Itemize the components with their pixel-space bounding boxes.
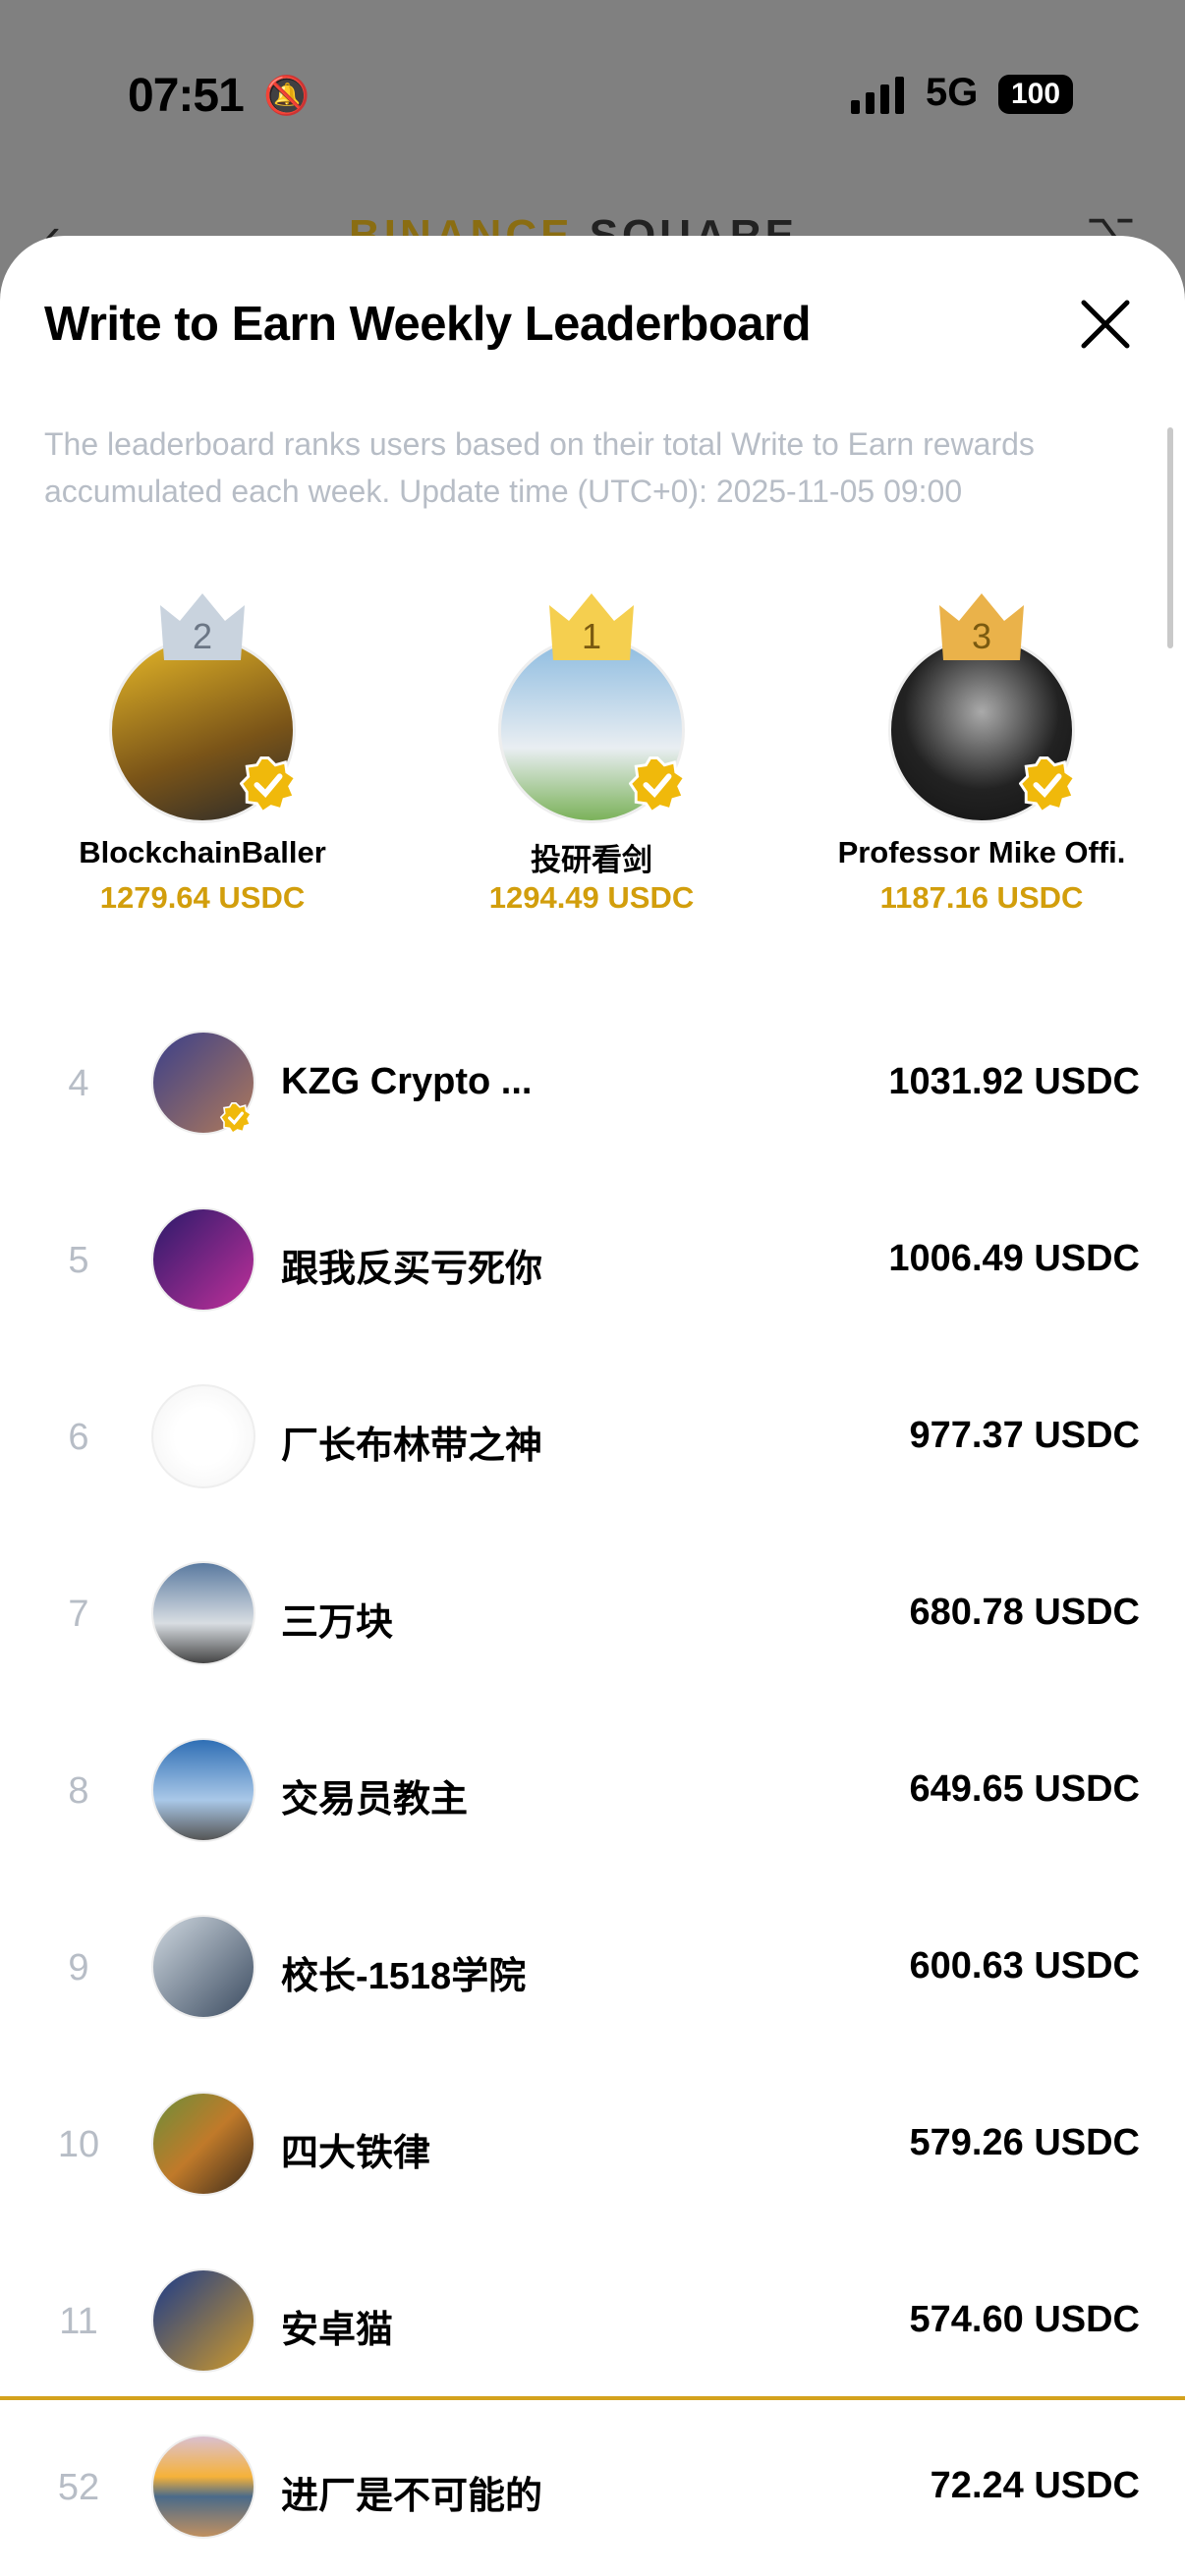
- rank: 8: [68, 1770, 89, 1812]
- podium-name: BlockchainBaller: [79, 835, 326, 869]
- podium-entry[interactable]: 2 BlockchainBaller 1279.64 USDC: [26, 550, 379, 943]
- crown-rank: 3: [972, 616, 991, 656]
- status-bar: 07:51 🔕 5G 100: [0, 0, 1185, 196]
- reward-amount: 649.65 USDC: [909, 1768, 1140, 1810]
- table-row[interactable]: 4 KZG Crypto ... 1031.92 USDC: [0, 994, 1185, 1171]
- close-icon[interactable]: [1076, 295, 1135, 354]
- verified-badge-icon: [240, 756, 297, 813]
- rank: 5: [68, 1240, 89, 1281]
- avatar[interactable]: [151, 1915, 255, 2019]
- podium-amount: 1187.16 USDC: [879, 880, 1084, 915]
- avatar[interactable]: [151, 2435, 255, 2539]
- reward-amount: 72.24 USDC: [930, 2465, 1140, 2506]
- avatar[interactable]: [151, 1561, 255, 1665]
- podium-amount: 1294.49 USDC: [488, 880, 695, 915]
- bell-slash-icon: 🔕: [263, 76, 310, 117]
- reward-amount: 977.37 USDC: [909, 1415, 1140, 1456]
- clock: 07:51: [128, 70, 245, 122]
- user-name[interactable]: 跟我反买亏死你: [281, 1249, 543, 1290]
- podium-name: Professor Mike Offi.: [837, 835, 1126, 869]
- battery-icon: 100: [998, 75, 1073, 114]
- table-row[interactable]: 10 四大铁律 579.26 USDC: [0, 2055, 1185, 2232]
- podium-entry[interactable]: 1 投研看剑 1294.49 USDC: [415, 550, 768, 943]
- table-row[interactable]: 8 交易员教主 649.65 USDC: [0, 1702, 1185, 1878]
- table-row[interactable]: 6 厂长布林带之神 977.37 USDC: [0, 1348, 1185, 1525]
- podium-entry[interactable]: 3 Professor Mike Offi. 1187.16 USDC: [805, 550, 1158, 943]
- crown-icon: 3: [939, 593, 1024, 660]
- reward-amount: 600.63 USDC: [909, 1945, 1140, 1987]
- user-name[interactable]: 厂长布林带之神: [281, 1426, 543, 1467]
- rank: 7: [68, 1594, 89, 1635]
- sheet-title: Write to Earn Weekly Leaderboard: [44, 298, 812, 351]
- crown-icon: 2: [160, 593, 245, 660]
- avatar[interactable]: [151, 1738, 255, 1842]
- rank: 52: [57, 2467, 100, 2508]
- user-name[interactable]: 四大铁律: [281, 2133, 431, 2174]
- verified-badge-icon: [629, 756, 686, 813]
- crown-icon: 1: [549, 593, 634, 660]
- table-row[interactable]: 9 校长-1518学院 600.63 USDC: [0, 1878, 1185, 2055]
- rank: 10: [57, 2124, 100, 2165]
- crown-rank: 2: [193, 616, 212, 656]
- reward-amount: 680.78 USDC: [909, 1592, 1140, 1633]
- network-type: 5G: [926, 71, 979, 114]
- user-name[interactable]: KZG Crypto ...: [281, 1061, 533, 1102]
- avatar[interactable]: [151, 1207, 255, 1312]
- table-row[interactable]: 5 跟我反买亏死你 1006.49 USDC: [0, 1171, 1185, 1348]
- avatar[interactable]: [151, 1384, 255, 1488]
- my-rank-row[interactable]: 52 进厂是不可能的 72.24 USDC: [0, 2398, 1185, 2575]
- rank: 6: [68, 1417, 89, 1458]
- user-name: 进厂是不可能的: [281, 2476, 543, 2517]
- podium-name: 投研看剑: [531, 843, 652, 877]
- table-row[interactable]: 7 三万块 680.78 USDC: [0, 1525, 1185, 1702]
- podium-amount: 1279.64 USDC: [99, 880, 306, 915]
- user-name[interactable]: 安卓猫: [281, 2310, 394, 2351]
- reward-amount: 1006.49 USDC: [888, 1238, 1140, 1279]
- scrollbar[interactable]: [1167, 427, 1173, 648]
- rank: 9: [68, 1947, 89, 1988]
- divider: [0, 2396, 1185, 2400]
- user-name[interactable]: 三万块: [281, 1602, 394, 1644]
- rank: 11: [59, 2301, 98, 2342]
- crown-rank: 1: [582, 616, 601, 656]
- reward-amount: 574.60 USDC: [909, 2299, 1140, 2340]
- user-name[interactable]: 交易员教主: [281, 1779, 469, 1820]
- avatar[interactable]: [151, 2268, 255, 2373]
- signal-icon: [851, 77, 904, 114]
- table-row[interactable]: 11 安卓猫 574.60 USDC: [0, 2232, 1185, 2409]
- verified-badge-icon: [220, 1102, 252, 1134]
- reward-amount: 1031.92 USDC: [888, 1061, 1140, 1102]
- avatar[interactable]: [151, 2092, 255, 2196]
- reward-amount: 579.26 USDC: [909, 2122, 1140, 2163]
- verified-badge-icon: [1019, 756, 1076, 813]
- description: The leaderboard ranks users based on the…: [44, 426, 1035, 509]
- user-name[interactable]: 校长-1518学院: [281, 1956, 527, 1997]
- rank: 4: [68, 1063, 89, 1104]
